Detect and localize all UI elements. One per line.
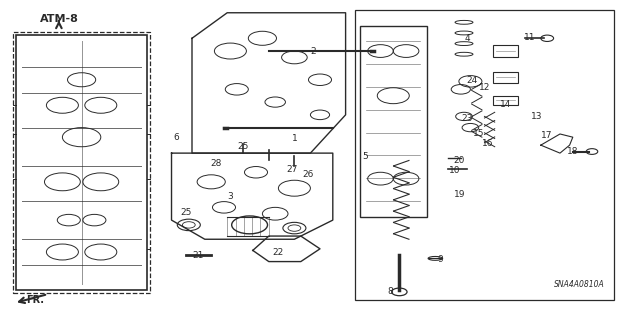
Text: 28: 28 bbox=[211, 159, 222, 168]
Text: 19: 19 bbox=[454, 190, 465, 199]
Text: 1: 1 bbox=[292, 134, 297, 143]
Bar bbox=[360, 26, 427, 217]
Text: 21: 21 bbox=[193, 251, 204, 260]
Text: FR.: FR. bbox=[26, 295, 44, 305]
Text: 4: 4 bbox=[465, 34, 470, 43]
Text: 15: 15 bbox=[473, 129, 484, 138]
Bar bbox=[493, 96, 518, 105]
Text: 9: 9 bbox=[438, 255, 443, 263]
Text: 3: 3 bbox=[228, 192, 233, 201]
Text: 17: 17 bbox=[541, 131, 553, 140]
Bar bbox=[493, 45, 518, 57]
Text: 2: 2 bbox=[311, 47, 316, 56]
Text: 27: 27 bbox=[287, 165, 298, 174]
Text: 23: 23 bbox=[461, 114, 473, 122]
Text: 10: 10 bbox=[449, 166, 460, 174]
Text: SNA4A0810A: SNA4A0810A bbox=[554, 280, 605, 289]
Text: 22: 22 bbox=[273, 248, 284, 257]
Text: 13: 13 bbox=[531, 112, 542, 121]
Text: ATM-8: ATM-8 bbox=[40, 14, 78, 24]
Bar bbox=[16, 35, 147, 290]
Text: 18: 18 bbox=[567, 147, 579, 156]
Text: 25: 25 bbox=[237, 142, 249, 151]
Bar bbox=[13, 32, 150, 293]
Bar bbox=[493, 72, 518, 83]
Text: 5: 5 bbox=[362, 152, 367, 161]
Bar bbox=[355, 10, 614, 300]
Text: 25: 25 bbox=[180, 208, 191, 217]
Text: 14: 14 bbox=[500, 100, 511, 109]
Text: 12: 12 bbox=[479, 83, 491, 92]
Text: 6: 6 bbox=[173, 133, 179, 142]
Text: 8: 8 bbox=[388, 287, 393, 296]
Text: 26: 26 bbox=[303, 170, 314, 179]
Text: 16: 16 bbox=[482, 139, 493, 148]
Text: 24: 24 bbox=[467, 76, 478, 85]
Text: 20: 20 bbox=[454, 156, 465, 165]
Text: 11: 11 bbox=[524, 33, 536, 42]
